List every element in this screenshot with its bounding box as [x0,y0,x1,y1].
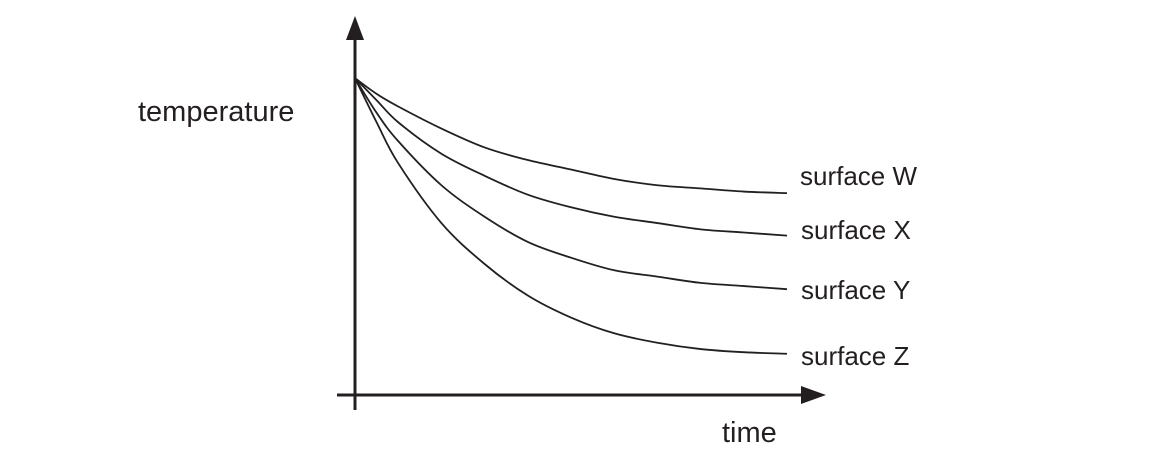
series-label-surface-w: surface W [800,161,917,191]
series-labels: surface W surface X surface Y surface Z [800,161,917,371]
curve-surface-z [354,77,788,355]
y-axis [346,16,364,410]
y-axis-arrow [346,16,364,40]
x-axis-label: time [722,417,777,449]
x-axis [337,386,826,404]
series-label-surface-z: surface Z [801,341,909,371]
x-axis-arrow [801,386,826,404]
y-axis-label: temperature [138,96,294,128]
curve-surface-x [354,77,788,237]
curve-surface-w [354,77,788,195]
curve-surface-y [354,77,788,291]
series-label-surface-y: surface Y [801,275,910,305]
curves [354,77,788,355]
series-label-surface-x: surface X [801,215,911,245]
